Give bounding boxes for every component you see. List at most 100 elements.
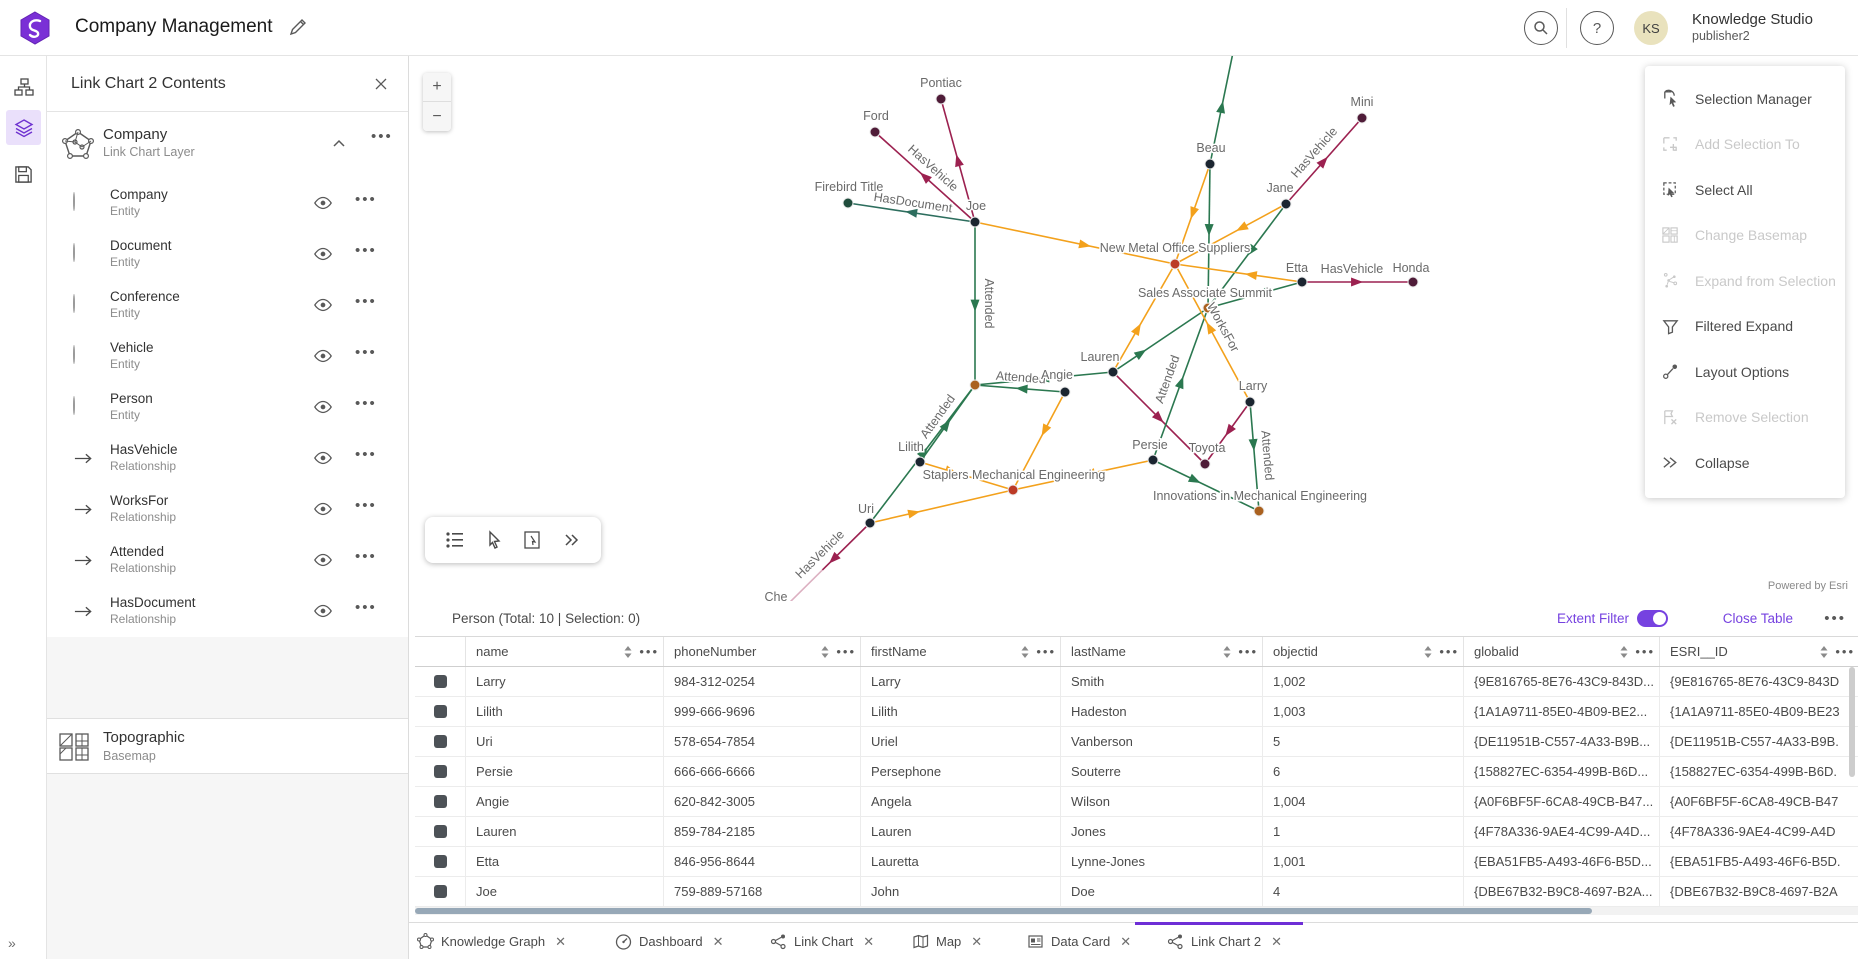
menu-item-collapse[interactable]: Collapse [1645,440,1845,486]
sort-icon[interactable] [1222,645,1232,659]
visibility-eye-icon[interactable] [313,346,333,366]
edge-WorksFor[interactable] [919,461,1014,491]
column-options-icon[interactable]: ••• [836,644,856,659]
layer-item-vehicle[interactable]: Vehicle Entity ••• [47,331,408,382]
graph-node-honda[interactable] [1407,276,1419,288]
graph-node-staplers-mechanical-engineering[interactable] [1007,484,1019,496]
graph-node-joe[interactable] [969,216,981,228]
cursor-icon[interactable] [483,529,505,551]
graph-node-lauren[interactable] [1107,366,1119,378]
edge-WorksFor[interactable] [1174,263,1303,283]
graph-node-pontiac[interactable] [935,93,947,105]
table-row[interactable]: Etta 846-956-8644 Lauretta Lynne-Jones 1,001… [415,847,1858,877]
layer-item-hasdocument[interactable]: HasDocument Relationship ••• [47,586,408,637]
save-button[interactable] [6,157,41,192]
graph-node-sales-associate-summit[interactable] [1202,302,1214,314]
expand-toolbar-chevrons-icon[interactable] [561,529,583,551]
edge-WorksFor[interactable] [869,489,1014,524]
table-row[interactable]: Larry 984-312-0254 Larry Smith 1,002 {9E81676… [415,667,1858,697]
graph-node-innovations-in-mechanical-engineering[interactable] [1253,505,1265,517]
layer-item-hasvehicle[interactable]: HasVehicle Relationship ••• [47,433,408,484]
column-header-ESRI__ID[interactable]: ESRI__ID ••• [1660,637,1858,666]
close-tab-icon[interactable]: ✕ [863,933,875,949]
view-tab-link-chart-2[interactable]: Link Chart 2 ✕ [1167,923,1282,960]
sort-icon[interactable] [1423,645,1433,659]
row-checkbox[interactable] [433,705,447,718]
graph-node-firebird-title[interactable] [842,197,854,209]
layer-item-options-icon[interactable]: ••• [355,599,377,616]
menu-item-selection-manager[interactable]: Selection Manager [1645,76,1845,122]
graph-node-larry[interactable] [1244,396,1256,408]
menu-item-filtered-expand[interactable]: Filtered Expand [1645,304,1845,350]
layer-item-document[interactable]: Document Entity ••• [47,229,408,280]
close-table-button[interactable]: Close Table [1722,611,1793,626]
edge-WorksFor[interactable] [1174,203,1287,265]
graph-node-etta[interactable] [1296,276,1308,288]
graph-node-toyota[interactable] [1199,458,1211,470]
layer-group-options-icon[interactable]: ••• [371,128,393,145]
row-checkbox[interactable] [433,735,447,748]
edge-Attended[interactable] [1152,459,1260,512]
view-tab-data-card[interactable]: Data Card ✕ [1027,923,1131,960]
layer-item-worksfor[interactable]: WorksFor Relationship ••• [47,484,408,535]
column-options-icon[interactable]: ••• [1835,644,1855,659]
view-tab-map[interactable]: Map ✕ [912,923,982,960]
account-name[interactable]: Knowledge Studio [1692,11,1813,28]
layer-item-options-icon[interactable]: ••• [355,395,377,412]
visibility-eye-icon[interactable] [313,601,333,621]
layer-item-conference[interactable]: Conference Entity ••• [47,280,408,331]
sort-icon[interactable] [1619,645,1629,659]
close-tab-icon[interactable]: ✕ [1271,933,1282,949]
zoom-in-button[interactable]: + [423,73,451,102]
view-tab-link-chart[interactable]: Link Chart ✕ [770,923,874,960]
edge-WorksFor[interactable] [1012,391,1066,491]
expand-rail-chevrons[interactable]: » [8,935,17,951]
edge-Attended[interactable] [1112,307,1209,373]
view-tab-dashboard[interactable]: Dashboard ✕ [615,923,724,960]
edge-HasVehicle[interactable] [788,569,824,601]
column-header-globalid[interactable]: globalid ••• [1464,637,1660,666]
graph-node-new-metal-office-suppliers[interactable] [1169,258,1181,270]
view-tab-knowledge-graph[interactable]: Knowledge Graph ✕ [417,923,566,960]
close-panel-icon[interactable] [372,75,390,93]
table-vertical-scrollbar[interactable] [1849,637,1856,907]
table-row[interactable]: Lauren 859-784-2185 Lauren Jones 1 {4F78A336-… [415,817,1858,847]
column-options-icon[interactable]: ••• [1238,644,1258,659]
visibility-eye-icon[interactable] [313,244,333,264]
column-header-firstName[interactable]: firstName ••• [861,637,1061,666]
column-header-objectid[interactable]: objectid ••• [1263,637,1464,666]
row-checkbox[interactable] [433,765,447,778]
row-checkbox[interactable] [433,885,447,898]
layer-item-attended[interactable]: Attended Relationship ••• [47,535,408,586]
sort-icon[interactable] [820,645,830,659]
graph-node-mini[interactable] [1356,112,1368,124]
table-row[interactable]: Persie 666-666-6666 Persephone Souterre 6 {15… [415,757,1858,787]
menu-item-layout-options[interactable]: Layout Options [1645,349,1845,395]
user-avatar[interactable]: KS [1634,11,1668,45]
layer-item-options-icon[interactable]: ••• [355,293,377,310]
row-checkbox[interactable] [433,825,447,838]
visibility-eye-icon[interactable] [313,448,333,468]
table-options-icon[interactable]: ••• [1824,610,1846,627]
layers-button[interactable] [6,110,41,145]
layer-item-company[interactable]: Company Entity ••• [47,178,408,229]
close-tab-icon[interactable]: ✕ [712,933,724,949]
layer-item-options-icon[interactable]: ••• [355,344,377,361]
visibility-eye-icon[interactable] [313,397,333,417]
layer-item-options-icon[interactable]: ••• [355,242,377,259]
edge-Attended[interactable] [1249,401,1260,512]
sort-icon[interactable] [1020,645,1030,659]
layer-item-options-icon[interactable]: ••• [355,446,377,463]
visibility-eye-icon[interactable] [313,499,333,519]
layer-item-person[interactable]: Person Entity ••• [47,382,408,433]
edge-WorksFor[interactable] [1112,263,1176,373]
sort-icon[interactable] [1819,645,1829,659]
extent-filter-toggle[interactable] [1637,610,1668,627]
graph-node-ford[interactable] [869,126,881,138]
basemap-row[interactable]: Topographic Basemap [47,718,408,774]
table-row[interactable]: Uri 578-654-7854 Uriel Vanberson 5 {DE11951B-… [415,727,1858,757]
graph-node-angie[interactable] [1059,386,1071,398]
edge-WorksFor[interactable] [1012,459,1154,491]
close-tab-icon[interactable]: ✕ [555,933,566,949]
layer-group-header[interactable]: Company Link Chart Layer ••• [47,112,408,178]
